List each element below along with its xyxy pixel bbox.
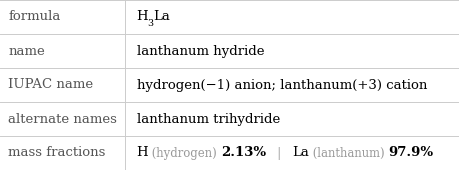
Text: 97.9%: 97.9%: [388, 147, 433, 159]
Text: H: H: [136, 147, 148, 159]
Text: lanthanum trihydride: lanthanum trihydride: [136, 113, 279, 125]
Text: hydrogen(−1) anion; lanthanum(+3) cation: hydrogen(−1) anion; lanthanum(+3) cation: [136, 79, 426, 91]
Text: (lanthanum): (lanthanum): [308, 147, 388, 159]
Text: 2.13%: 2.13%: [220, 147, 265, 159]
Text: 3: 3: [147, 19, 153, 28]
Text: formula: formula: [8, 11, 61, 23]
Text: lanthanum hydride: lanthanum hydride: [136, 45, 263, 57]
Text: La: La: [153, 11, 170, 23]
Text: IUPAC name: IUPAC name: [8, 79, 93, 91]
Text: alternate names: alternate names: [8, 113, 117, 125]
Text: |: |: [265, 147, 292, 159]
Text: mass fractions: mass fractions: [8, 147, 106, 159]
Text: La: La: [292, 147, 308, 159]
Text: H: H: [136, 11, 148, 23]
Text: name: name: [8, 45, 45, 57]
Text: (hydrogen): (hydrogen): [148, 147, 220, 159]
